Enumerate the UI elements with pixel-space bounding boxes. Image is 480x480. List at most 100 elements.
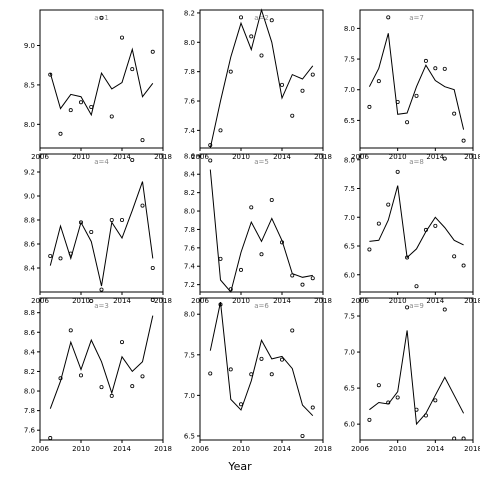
y-tick-label: 8.2 bbox=[184, 189, 195, 197]
data-point bbox=[228, 287, 233, 292]
series-line bbox=[49, 315, 154, 409]
y-tick-label: 8.6 bbox=[24, 329, 36, 337]
data-point bbox=[376, 79, 381, 84]
y-tick-label: 7.5 bbox=[344, 313, 355, 321]
y-tick-label: 7.2 bbox=[184, 281, 195, 289]
data-point bbox=[386, 400, 391, 405]
panel-title: a=4 bbox=[94, 158, 109, 166]
x-tick-label: 2010 bbox=[389, 445, 407, 453]
panel-frame bbox=[199, 153, 324, 293]
data-point bbox=[99, 385, 104, 390]
data-point bbox=[433, 398, 438, 403]
y-tick-label: 8.4 bbox=[24, 265, 36, 273]
y-tick-label: 8.4 bbox=[24, 348, 36, 356]
x-tick-label: 2010 bbox=[389, 153, 407, 161]
data-point bbox=[300, 88, 305, 93]
x-axis-label: Year bbox=[227, 460, 252, 473]
data-point bbox=[269, 197, 274, 202]
panel-a=9: a=9 6.0 6.5 7.0 7.5 2006 2010 2014 2018 bbox=[344, 297, 480, 453]
x-tick-label: 2014 bbox=[273, 297, 291, 305]
data-point bbox=[208, 143, 213, 148]
data-point bbox=[423, 227, 428, 232]
panel-frame bbox=[39, 153, 164, 293]
data-point bbox=[414, 93, 419, 98]
y-tick-label: 7.5 bbox=[344, 185, 355, 193]
x-tick-label: 2018 bbox=[464, 297, 480, 305]
y-tick-label: 8.0 bbox=[24, 388, 35, 396]
x-tick-label: 2010 bbox=[232, 297, 250, 305]
data-point bbox=[140, 203, 145, 208]
y-tick-label: 8.2 bbox=[24, 368, 35, 376]
data-point bbox=[140, 374, 145, 379]
y-tick-label: 9.2 bbox=[24, 169, 35, 177]
y-tick-label: 7.6 bbox=[184, 244, 196, 252]
data-point bbox=[58, 376, 63, 381]
data-point bbox=[279, 240, 284, 245]
data-point bbox=[279, 82, 284, 87]
y-tick-label: 7.0 bbox=[184, 392, 195, 400]
x-tick-label: 2018 bbox=[314, 445, 332, 453]
data-point bbox=[249, 372, 254, 377]
y-tick-label: 7.4 bbox=[184, 127, 196, 135]
data-point bbox=[423, 413, 428, 418]
y-tick-label: 8.6 bbox=[184, 152, 196, 160]
data-point bbox=[208, 371, 213, 376]
y-tick-label: 6.5 bbox=[184, 432, 195, 440]
data-point bbox=[120, 340, 125, 345]
data-point bbox=[89, 229, 94, 234]
data-point bbox=[238, 15, 243, 20]
panel-title: a=6 bbox=[254, 302, 269, 310]
y-tick-label: 8.0 bbox=[184, 311, 195, 319]
y-tick-label: 9.0 bbox=[24, 193, 35, 201]
panel-frame bbox=[359, 297, 474, 441]
y-tick-label: 6.5 bbox=[344, 117, 355, 125]
panel-title: a=1 bbox=[94, 14, 109, 22]
data-point bbox=[109, 393, 114, 398]
data-point bbox=[79, 220, 84, 225]
data-point bbox=[238, 267, 243, 272]
data-point bbox=[238, 402, 243, 407]
data-point bbox=[442, 66, 447, 71]
panel-title: a=9 bbox=[409, 302, 424, 310]
y-tick-label: 8.8 bbox=[24, 217, 35, 225]
panel-title: a=8 bbox=[409, 158, 424, 166]
data-point bbox=[218, 256, 223, 261]
y-tick-label: 7.5 bbox=[344, 56, 355, 64]
x-tick-label: 2018 bbox=[464, 153, 480, 161]
x-tick-label: 2010 bbox=[232, 153, 250, 161]
data-point bbox=[386, 15, 391, 20]
data-point bbox=[120, 35, 125, 40]
data-point bbox=[79, 373, 84, 378]
data-point bbox=[376, 383, 381, 388]
y-tick-label: 7.5 bbox=[184, 351, 195, 359]
series-line bbox=[209, 301, 314, 417]
data-point bbox=[279, 357, 284, 362]
data-point bbox=[99, 287, 104, 292]
data-point bbox=[405, 305, 410, 310]
y-tick-label: 7.8 bbox=[184, 68, 195, 76]
series-line bbox=[49, 181, 154, 287]
data-point bbox=[376, 221, 381, 226]
x-tick-label: 2014 bbox=[273, 445, 291, 453]
data-point bbox=[269, 18, 274, 23]
series-line bbox=[209, 169, 313, 294]
x-tick-label: 2014 bbox=[426, 153, 444, 161]
data-point bbox=[433, 223, 438, 228]
data-point bbox=[89, 104, 94, 109]
series-line bbox=[209, 8, 314, 149]
data-point bbox=[269, 372, 274, 377]
data-point bbox=[208, 158, 213, 163]
panel-title: a=2 bbox=[254, 14, 269, 22]
data-point bbox=[109, 114, 114, 119]
y-tick-label: 7.8 bbox=[184, 226, 195, 234]
series-line bbox=[369, 185, 464, 259]
data-point bbox=[58, 256, 63, 261]
data-point bbox=[68, 108, 73, 113]
data-point bbox=[259, 356, 264, 361]
x-tick-label: 2010 bbox=[389, 297, 407, 305]
panel-title: a=5 bbox=[254, 158, 269, 166]
data-point bbox=[79, 100, 84, 105]
